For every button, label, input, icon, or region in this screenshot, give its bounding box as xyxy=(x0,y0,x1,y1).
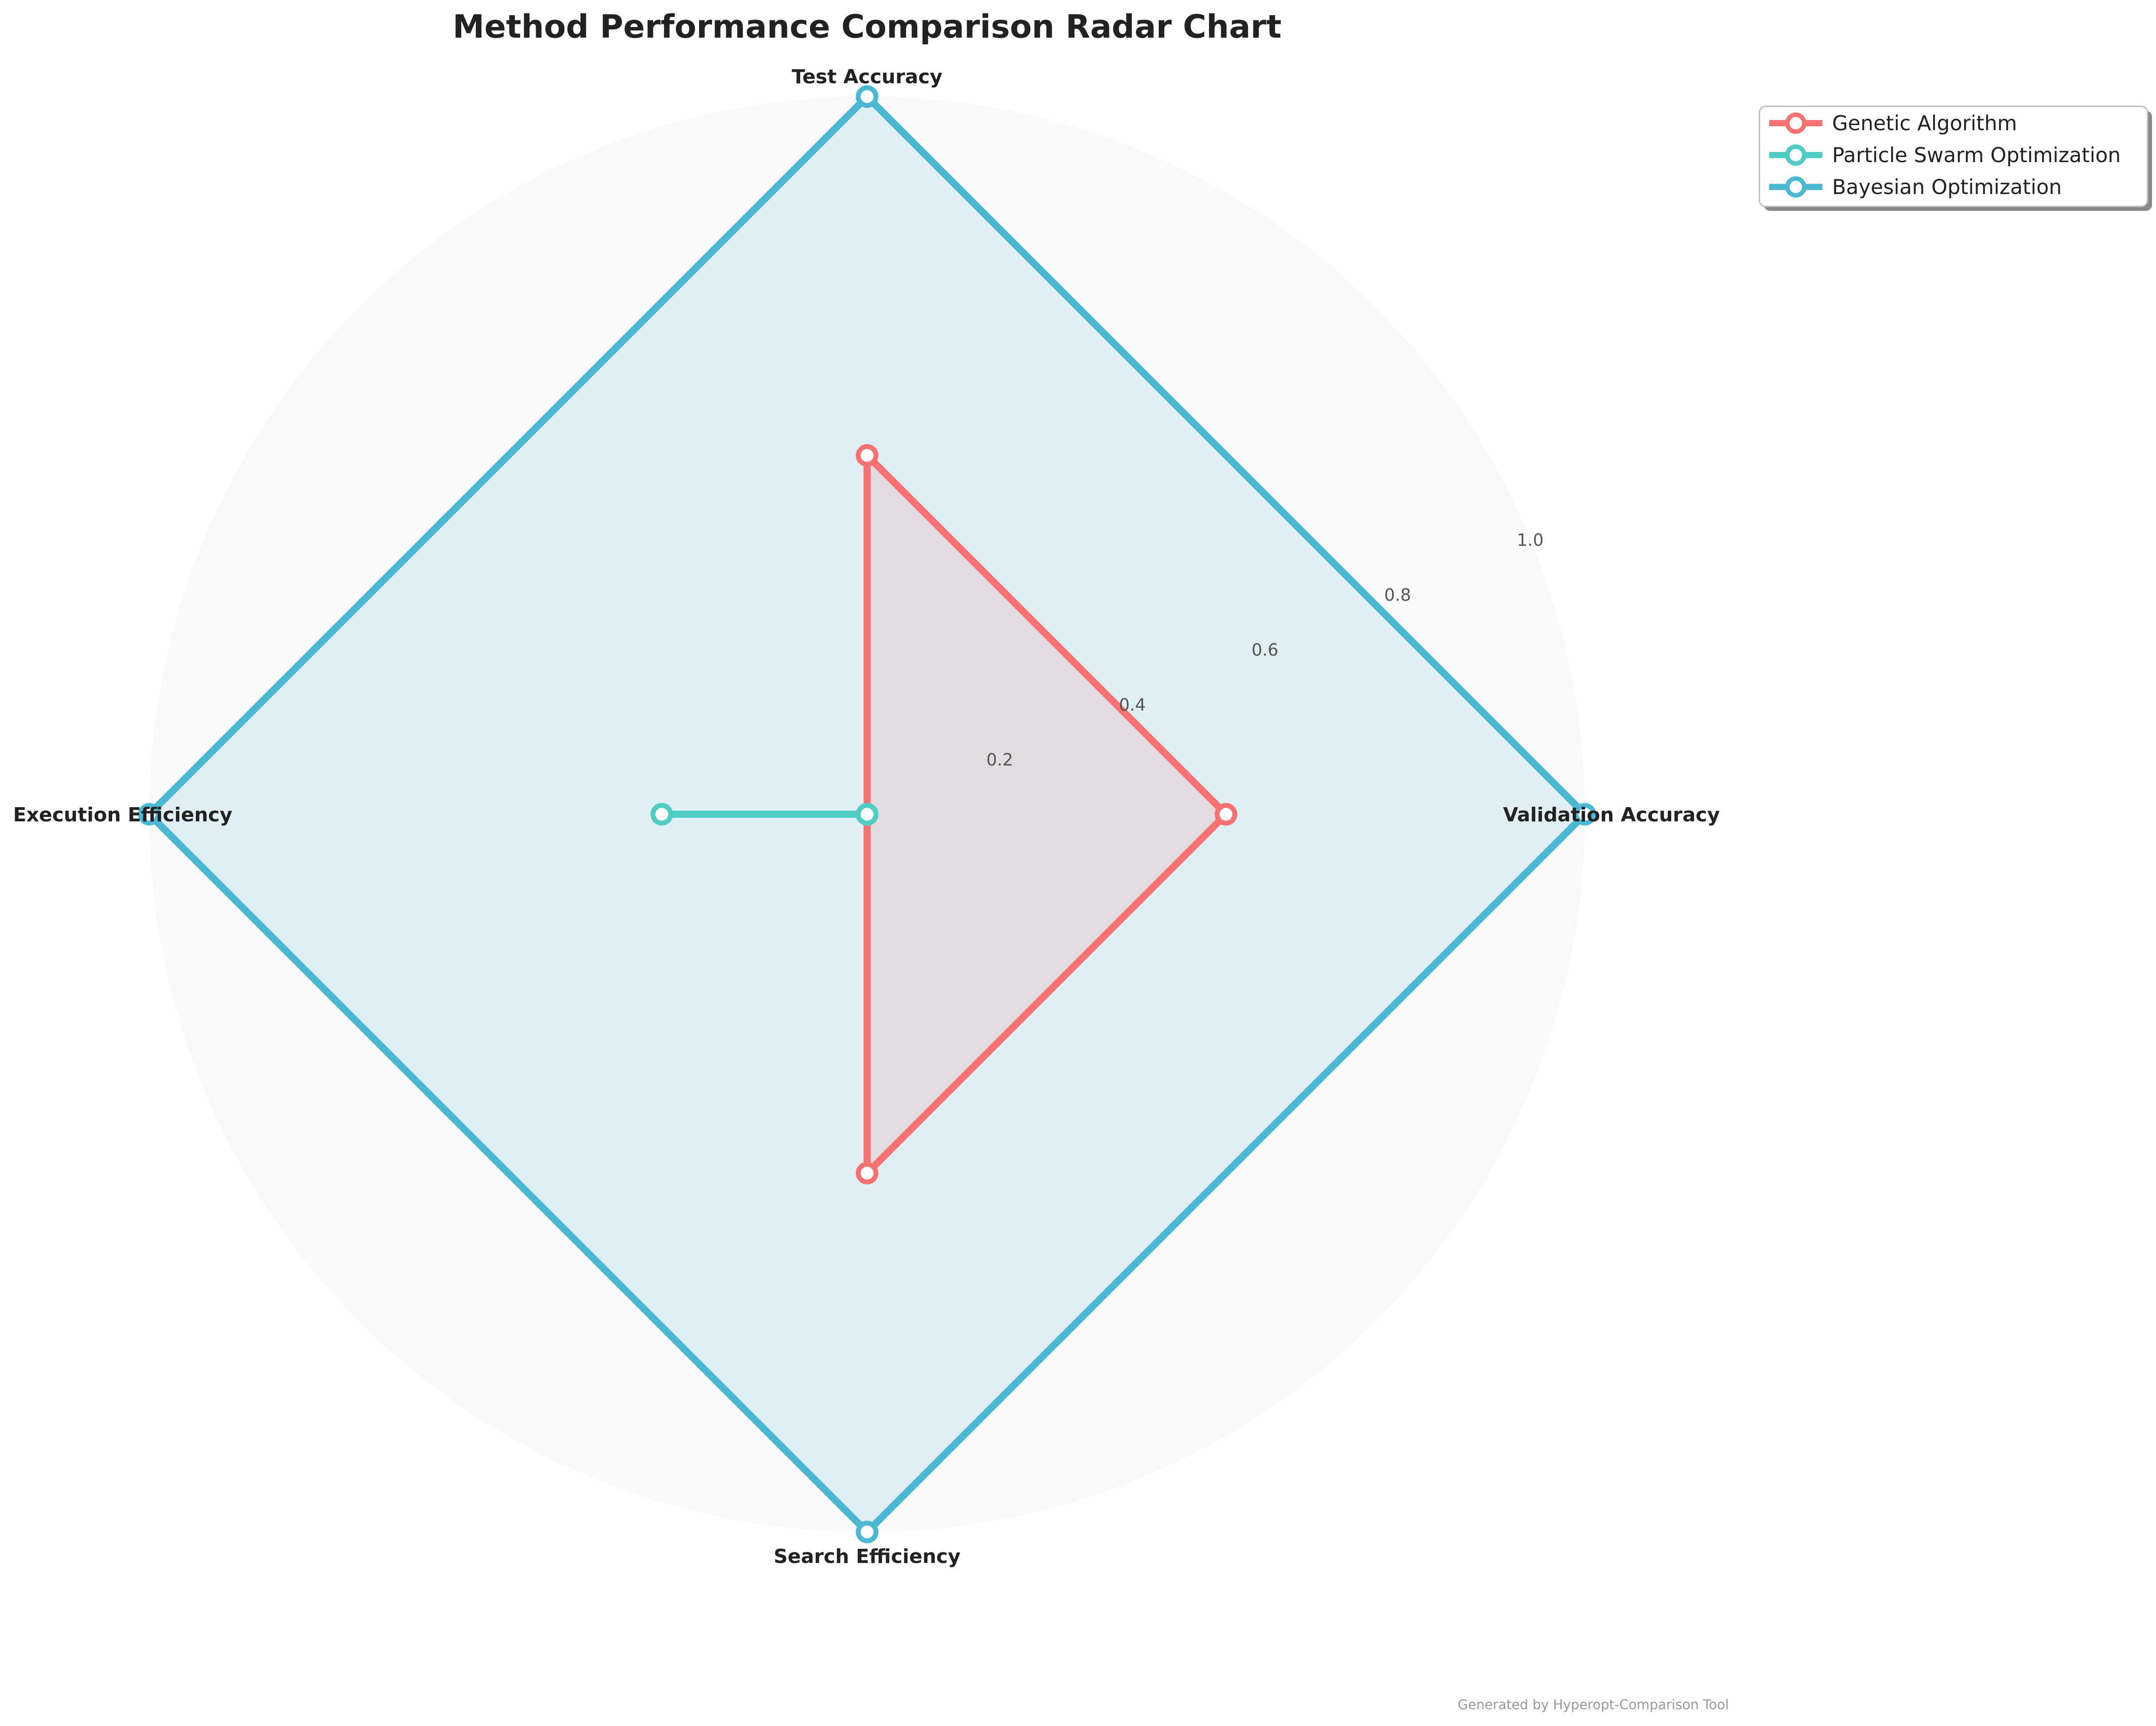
axis-label-execution-efficiency: Execution Efficiency xyxy=(13,804,233,826)
legend-item-bayesian-optimization: Bayesian Optimization xyxy=(1769,175,2062,199)
axis-label-validation-accuracy: Validation Accuracy xyxy=(1503,804,1720,826)
data-point-bayesian-optimization-search-efficiency xyxy=(856,1520,879,1543)
legend-entries: Genetic Algorithm Particle Swarm Optimiza… xyxy=(1769,111,2121,199)
legend-swatch-marker xyxy=(1785,144,1806,166)
footer-note: Generated by Hyperopt-Comparison Tool xyxy=(1458,1697,1729,1713)
axis-label-test-accuracy: Test Accuracy xyxy=(792,66,942,88)
legend-label: Bayesian Optimization xyxy=(1832,175,2062,199)
legend-box xyxy=(1759,105,2148,207)
legend: Genetic Algorithm Particle Swarm Optimiza… xyxy=(1759,105,2152,211)
radial-tick-0-8: 0.8 xyxy=(1384,585,1411,605)
radial-tick-labels: 0.2 0.4 0.6 0.8 1.0 xyxy=(986,530,1544,770)
radial-tick-1-0: 1.0 xyxy=(1517,530,1543,550)
legend-swatch-marker xyxy=(1785,176,1806,198)
series-fill-genetic-algorithm xyxy=(867,455,1226,1173)
data-point-particle-swarm-optimization-execution-efficiency xyxy=(650,803,673,826)
data-point-bayesian-optimization-test-accuracy xyxy=(856,85,879,108)
axis-label-search-efficiency: Search Efficiency xyxy=(774,1545,961,1568)
legend-item-particle-swarm-optimization: Particle Swarm Optimization xyxy=(1769,143,2121,167)
radial-tick-0-6: 0.6 xyxy=(1252,640,1278,660)
axis-labels: Validation Accuracy Test Accuracy Executio… xyxy=(13,66,1720,1568)
data-point-bayesian-optimization-validation-accuracy xyxy=(1573,803,1596,826)
legend-swatch-marker xyxy=(1785,113,1806,134)
series-layer xyxy=(138,85,1596,1543)
data-point-genetic-algorithm-test-accuracy xyxy=(856,444,879,467)
data-point-bayesian-optimization-execution-efficiency xyxy=(138,803,161,826)
chart-title: Method Performance Comparison Radar Char… xyxy=(453,8,1282,45)
radial-tick-0-2: 0.2 xyxy=(986,750,1013,770)
data-point-genetic-algorithm-search-efficiency xyxy=(856,1162,879,1185)
data-point-particle-swarm-optimization-search-efficiency xyxy=(856,803,879,826)
data-point-genetic-algorithm-validation-accuracy xyxy=(1214,803,1238,826)
legend-label: Genetic Algorithm xyxy=(1832,111,2017,135)
radial-tick-0-4: 0.4 xyxy=(1119,695,1145,715)
legend-item-genetic-algorithm: Genetic Algorithm xyxy=(1769,111,2017,135)
legend-label: Particle Swarm Optimization xyxy=(1832,143,2121,167)
